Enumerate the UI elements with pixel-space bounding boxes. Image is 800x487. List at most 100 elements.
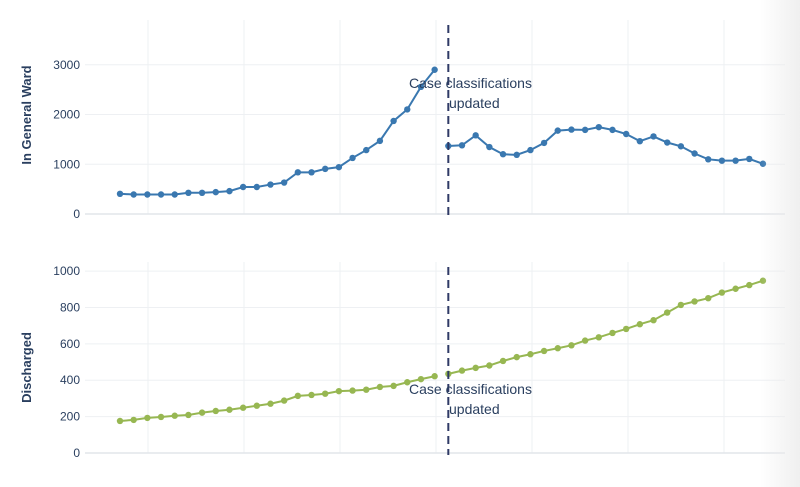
data-point [431,66,438,73]
data-point [705,294,712,302]
data-point [486,362,493,369]
data-point [691,150,698,157]
data-point [226,187,233,195]
series-line [448,279,764,375]
data-point [185,411,192,419]
y-tick-label: 0 [73,446,80,460]
data-point [527,146,534,154]
data-point [677,143,685,150]
y-axis-title: In General Ward [19,65,34,164]
data-point [212,188,219,196]
data-point [472,132,479,139]
data-point [335,387,343,395]
data-point [212,407,219,415]
data-point [486,143,493,151]
data-point [458,367,466,374]
data-point [239,404,247,411]
data-point [746,281,753,289]
data-point [198,189,206,197]
data-point [718,157,726,164]
data-point [116,417,124,425]
data-point [335,163,343,171]
series-line [448,126,764,165]
data-point [691,298,698,305]
data-point [554,345,561,352]
data-point [130,191,137,198]
data-point [144,414,151,422]
data-point [609,329,616,337]
data-point [527,351,534,358]
data-point [390,382,397,390]
data-point [499,151,507,158]
data-point [595,334,602,341]
data-point [267,181,274,188]
data-point [322,165,329,173]
data-point [554,127,561,134]
data-point [622,130,630,138]
data-point [718,289,726,296]
data-point [253,402,260,409]
data-point [677,301,685,309]
y-tick-label: 0 [73,207,80,221]
data-point [472,364,479,372]
data-point [568,342,575,349]
subplot-general-ward: 0 1000 2000 3000 In General Ward Case classif… [19,20,785,221]
data-point [431,373,438,380]
data-point [349,387,356,394]
data-point [322,390,329,397]
series-line [119,69,436,196]
data-point [636,137,644,145]
data-point [458,142,466,149]
data-point [171,191,178,198]
y-axis-title: Discharged [19,332,34,403]
annotation-text: Case classifications [409,381,532,397]
data-point [185,189,192,197]
series-line [119,375,435,422]
data-point [308,391,315,399]
data-point [390,117,397,125]
data-point [294,392,302,400]
data-point [417,375,425,383]
data-point [157,191,165,198]
data-point [280,397,288,404]
data-point [116,190,124,198]
data-point [280,179,288,186]
data-point [417,83,425,91]
annotation-text: Case classifications [409,75,532,91]
data-point [513,353,520,361]
data-point [595,123,602,131]
right-edge-fade [760,0,800,487]
data-point [622,325,630,333]
data-point [581,126,589,134]
data-point [732,285,739,292]
data-point [650,317,657,324]
data-point [664,309,671,316]
y-tick-label: 200 [60,410,80,424]
y-tick-label: 400 [60,373,80,387]
data-point [226,406,233,413]
data-point [581,337,589,344]
data-point [144,191,151,198]
data-point [198,409,206,416]
data-point [746,155,753,163]
data-point [130,416,137,424]
y-tick-label: 1000 [53,157,80,171]
data-point [664,139,671,146]
data-point [171,412,178,419]
data-point [294,169,302,176]
y-tick-label: 800 [60,300,80,314]
data-point [376,137,384,145]
data-point [157,413,165,421]
data-point [404,106,411,113]
data-point [650,133,657,140]
data-point [513,151,520,159]
data-point [705,156,712,163]
y-tick-label: 1000 [53,264,80,278]
y-tick-label: 3000 [53,58,80,72]
data-point [349,154,356,162]
data-point [404,379,411,386]
data-point [308,169,315,176]
annotation-text: updated [449,95,500,111]
data-point [609,126,616,134]
data-point [568,126,575,133]
